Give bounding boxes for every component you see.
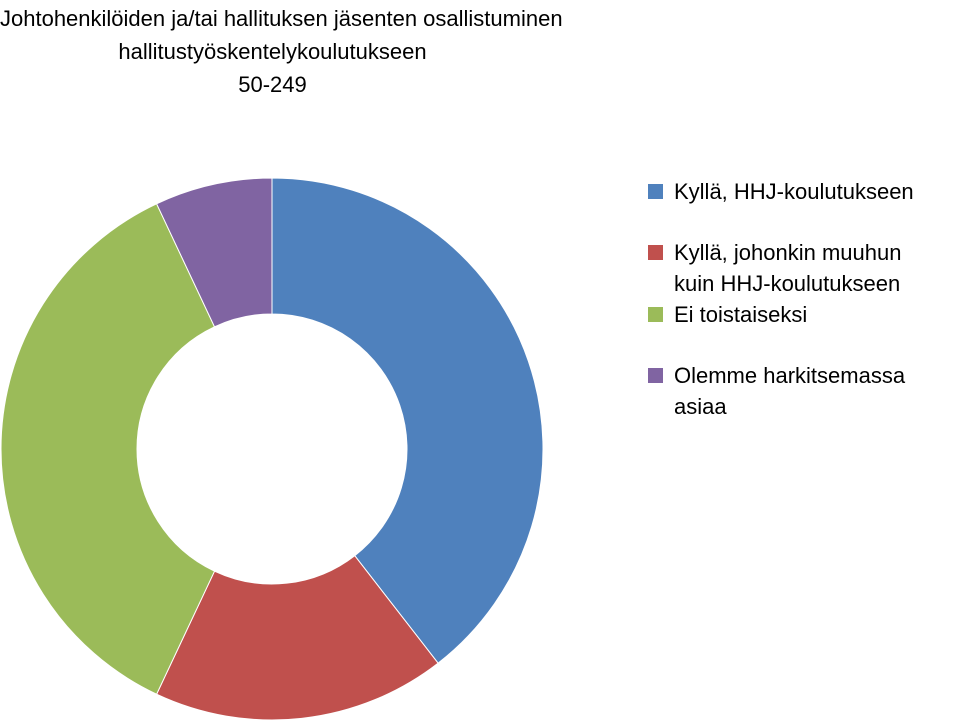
legend-label-2-line-2: kuin HHJ-koulutukseen (674, 271, 901, 296)
chart-title-line-1: Johtohenkilöiden ja/tai hallituksen jäse… (0, 6, 563, 31)
legend-entry-3: Ei toistaiseksi (648, 299, 959, 330)
legend-swatch-1 (648, 184, 663, 199)
legend-label-3-line-1: Ei toistaiseksi (674, 302, 808, 327)
legend-entry-4: Olemme harkitsemassa asiaa (648, 360, 959, 422)
legend-label-1-line-1: Kyllä, HHJ-koulutukseen (674, 179, 914, 204)
donut-slices (0, 177, 544, 721)
legend: Kyllä, HHJ-koulutukseen Kyllä, johonkin m… (648, 176, 959, 422)
donut-slice-1 (271, 177, 544, 664)
legend-label-4-line-2: asiaa (674, 394, 727, 419)
chart-title: Johtohenkilöiden ja/tai hallituksen jäse… (0, 2, 563, 101)
legend-label-2-line-1: Kyllä, johonkin muuhun (674, 240, 902, 265)
legend-swatch-4 (648, 368, 663, 383)
legend-swatch-2 (648, 245, 663, 260)
donut-slice-4 (155, 177, 273, 328)
donut-slice-3 (0, 203, 216, 695)
legend-swatch-3 (648, 307, 663, 322)
legend-label-4-line-1: Olemme harkitsemassa (674, 363, 906, 388)
chart-title-line-3: 50-249 (238, 72, 307, 97)
chart-title-line-2: hallitustyöskentelykoulutukseen (118, 39, 427, 64)
donut-slice-2 (155, 554, 439, 721)
legend-entry-1: Kyllä, HHJ-koulutukseen (648, 176, 959, 207)
legend-entry-2: Kyllä, johonkin muuhun kuin HHJ-koulutuks… (648, 237, 959, 299)
